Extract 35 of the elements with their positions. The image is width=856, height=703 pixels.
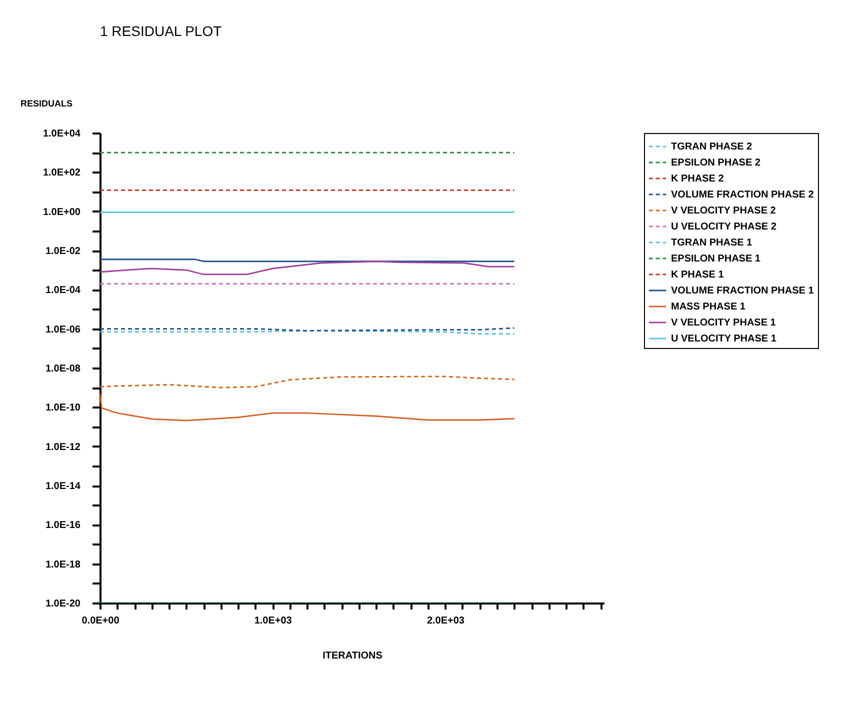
legend-label: TGRAN PHASE 2 xyxy=(671,142,753,152)
x-tick-label: 0.0E+00 xyxy=(82,616,120,626)
y-tick-label: 1.0E-08 xyxy=(45,364,81,374)
legend-label: U VELOCITY PHASE 1 xyxy=(671,334,777,344)
line-series xyxy=(100,392,515,422)
y-tick-label: 1.0E-04 xyxy=(45,285,81,296)
legend-label: V VELOCITY PHASE 1 xyxy=(671,318,776,328)
y-tick-label: 1.0E-18 xyxy=(45,559,81,570)
legend-label: EPSILON PHASE 1 xyxy=(671,254,761,264)
chart-title: 1 RESIDUAL PLOT xyxy=(100,23,222,39)
legend-label: VOLUME FRACTION PHASE 1 xyxy=(671,286,814,296)
legend-label: V VELOCITY PHASE 2 xyxy=(671,206,776,216)
line-series xyxy=(100,376,515,388)
y-tick-label: 1.0E+02 xyxy=(42,168,81,179)
y-tick-label: 1.0E-20 xyxy=(45,598,81,610)
y-tick-label: 1.0E-10 xyxy=(45,402,81,414)
y-tick-label: 1.0E-14 xyxy=(45,481,81,492)
legend-label: VOLUME FRACTION PHASE 2 xyxy=(671,190,814,200)
y-tick-label: 1.0E-06 xyxy=(45,324,81,336)
legend-label: EPSILON PHASE 2 xyxy=(671,158,761,168)
legend-label: K PHASE 2 xyxy=(671,174,724,184)
y-tick-label: 1.0E+00 xyxy=(42,206,81,218)
line-series xyxy=(100,260,515,276)
y-tick-label: 1.0E+04 xyxy=(42,128,81,140)
y-axis-title: RESIDUALS xyxy=(20,98,73,108)
legend-label: MASS PHASE 1 xyxy=(671,302,746,312)
x-tick-label: 1.0E+03 xyxy=(254,616,292,626)
legend-label: K PHASE 1 xyxy=(671,270,724,280)
y-tick-label: 1.0E-12 xyxy=(45,442,81,453)
legend-label: TGRAN PHASE 1 xyxy=(671,238,753,248)
legend-label: U VELOCITY PHASE 2 xyxy=(671,222,777,232)
y-tick-label: 1.0E-02 xyxy=(45,246,81,257)
x-tick-label: 2.0E+03 xyxy=(426,616,465,626)
y-tick-label: 1.0E-16 xyxy=(45,520,81,532)
x-axis-title: ITERATIONS xyxy=(322,650,383,662)
